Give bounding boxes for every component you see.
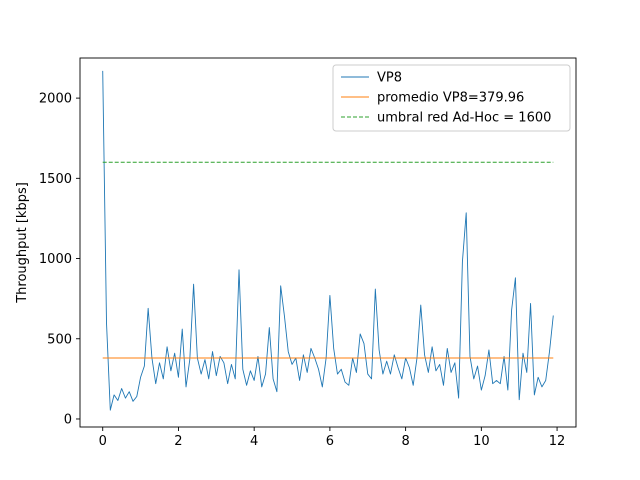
y-tick-label: 2000 bbox=[39, 92, 72, 107]
x-tick-label: 8 bbox=[401, 434, 409, 449]
y-tick-label: 500 bbox=[47, 332, 72, 347]
x-tick-label: 12 bbox=[549, 434, 566, 449]
x-tick-label: 0 bbox=[99, 434, 107, 449]
legend-label-0: VP8 bbox=[377, 71, 402, 86]
series-layer bbox=[102, 70, 554, 411]
legend-label-1: promedio VP8=379.96 bbox=[377, 91, 524, 106]
legend: VP8 promedio VP8=379.96 umbral red Ad-Hoc … bbox=[332, 64, 571, 132]
y-axis-label: Throughput [kbps] bbox=[15, 182, 30, 304]
legend-box bbox=[332, 64, 571, 132]
series-line-0 bbox=[102, 70, 554, 411]
x-tick-label: 4 bbox=[250, 434, 258, 449]
axes-frame bbox=[79, 57, 577, 428]
axes-layer: 0 2 4 6 8 10 12 0 500 1000 1500 2000 bbox=[39, 57, 577, 449]
x-tick-label: 6 bbox=[326, 434, 334, 449]
y-tick-label: 0 bbox=[64, 412, 72, 427]
legend-label-2: umbral red Ad-Hoc = 1600 bbox=[377, 111, 551, 126]
x-tick-label: 10 bbox=[473, 434, 490, 449]
x-tick-label: 2 bbox=[174, 434, 182, 449]
y-tick-label: 1000 bbox=[39, 252, 72, 267]
y-tick-label: 1500 bbox=[39, 172, 72, 187]
